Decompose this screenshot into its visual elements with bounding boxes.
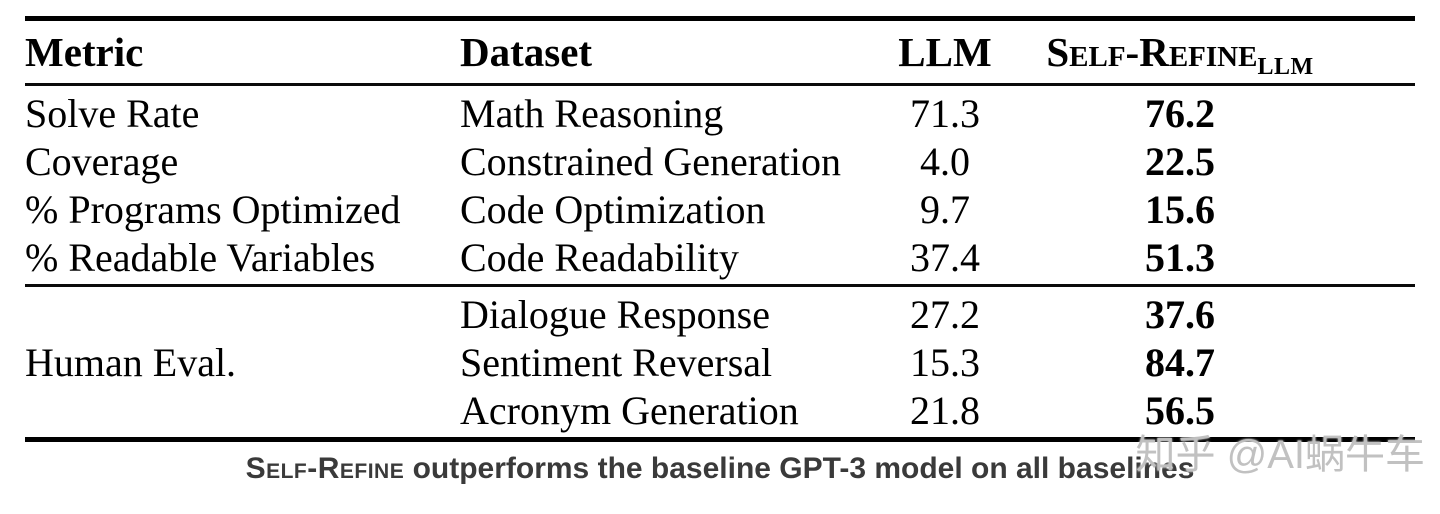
- self-refine-value: 76.2: [1145, 91, 1215, 136]
- llm-value: 37.4: [910, 235, 980, 280]
- dataset-cell: Constrained Generation: [460, 139, 841, 184]
- figure-caption: Self-Refine outperforms the baseline GPT…: [0, 452, 1440, 486]
- self-refine-value: 37.6: [1145, 292, 1215, 337]
- table-section-auto-metrics: Solve Rate Math Reasoning 71.3 76.2 Cove…: [25, 86, 1415, 284]
- metric-cell: % Programs Optimized: [25, 187, 401, 232]
- table-top-rule: [25, 16, 1415, 21]
- llm-value: 27.2: [910, 292, 980, 337]
- self-refine-value: 84.7: [1145, 340, 1215, 385]
- metric-cell-human-eval: Human Eval.: [25, 340, 237, 385]
- dataset-cell: Code Optimization: [460, 187, 766, 232]
- caption-text: outperforms the baseline GPT-3 model on …: [404, 452, 1195, 485]
- llm-value: 71.3: [910, 91, 980, 136]
- self-refine-subscript: LLM: [1257, 54, 1314, 80]
- dataset-cell: Sentiment Reversal: [460, 340, 773, 385]
- llm-value: 21.8: [910, 388, 980, 433]
- self-refine-value: 51.3: [1145, 235, 1215, 280]
- caption-self-refine-wordmark: Self-Refine: [245, 452, 405, 485]
- col-header-dataset: Dataset: [460, 29, 593, 75]
- metric-cell: % Readable Variables: [25, 235, 376, 280]
- self-refine-value: 22.5: [1145, 139, 1215, 184]
- self-refine-value: 56.5: [1145, 388, 1215, 433]
- dataset-cell: Acronym Generation: [460, 388, 799, 433]
- table-bottom-rule: [25, 437, 1415, 442]
- dataset-cell: Code Readability: [460, 235, 739, 280]
- dataset-cell: Dialogue Response: [460, 292, 770, 337]
- header-separator-rule: [25, 83, 1415, 86]
- table-section-human-eval: Human Eval. Dialogue Response 27.2 37.6 …: [25, 287, 1415, 437]
- llm-value: 9.7: [920, 187, 970, 232]
- llm-value: 15.3: [910, 340, 980, 385]
- table-header-row: Metric Dataset LLM Self-RefineLLM: [25, 21, 1415, 83]
- llm-value: 4.0: [920, 139, 970, 184]
- dataset-cell: Math Reasoning: [460, 91, 724, 136]
- col-header-llm: LLM: [898, 29, 992, 75]
- section-separator-rule: [25, 284, 1415, 287]
- self-refine-value: 15.6: [1145, 187, 1215, 232]
- results-table: Metric Dataset LLM Self-RefineLLM Solve …: [25, 16, 1415, 442]
- metric-cell: Solve Rate: [25, 91, 200, 136]
- col-header-self-refine: Self-RefineLLM: [1020, 21, 1340, 83]
- col-header-metric: Metric: [25, 29, 144, 75]
- zhihu-watermark: 知乎 @AI蜗牛车: [1135, 433, 1425, 477]
- self-refine-wordmark: Self-Refine: [1046, 29, 1258, 75]
- metric-cell: Coverage: [25, 139, 179, 184]
